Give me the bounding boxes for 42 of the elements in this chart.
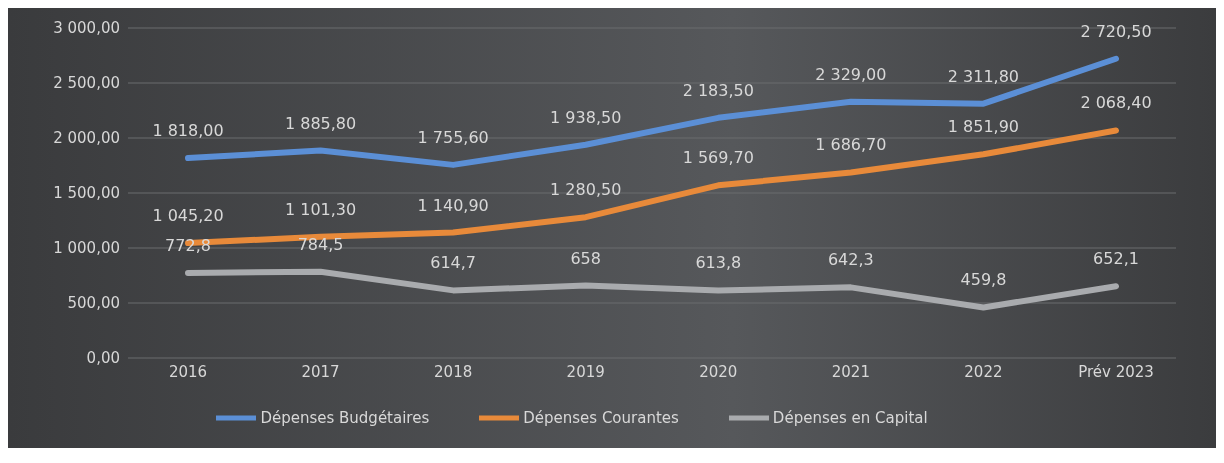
x-tick-label: 2017 xyxy=(301,362,340,381)
data-label: 1 818,00 xyxy=(152,121,224,141)
y-tick-label: 3 000,00 xyxy=(53,19,120,38)
y-tick-label: 2 500,00 xyxy=(53,74,120,93)
data-label: 784,5 xyxy=(297,234,344,254)
y-tick-label: 0,00 xyxy=(86,349,120,368)
data-label: 2 183,50 xyxy=(682,80,754,100)
x-tick-label: Prév 2023 xyxy=(1078,362,1154,381)
x-tick-label: 2020 xyxy=(699,362,738,381)
data-label: 1 045,20 xyxy=(152,206,224,226)
data-label: 1 885,80 xyxy=(284,113,357,133)
data-label: 1 280,50 xyxy=(550,180,622,200)
data-label: 2 311,80 xyxy=(947,66,1020,86)
data-label: 642,3 xyxy=(827,250,874,270)
legend-label: Dépenses en Capital xyxy=(772,408,928,427)
x-tick-label: 2022 xyxy=(964,362,1003,381)
data-label: 2 720,50 xyxy=(1080,21,1152,41)
data-label: 1 938,50 xyxy=(550,107,622,127)
x-tick-label: 2016 xyxy=(168,362,208,381)
data-label: 1 140,90 xyxy=(417,195,489,215)
data-label: 613,8 xyxy=(695,253,742,273)
y-tick-label: 1 000,00 xyxy=(53,239,120,258)
y-tick-label: 500,00 xyxy=(67,294,120,313)
x-tick-label: 2019 xyxy=(566,362,605,381)
data-label: 2 329,00 xyxy=(815,64,887,84)
legend-label: Dépenses Budgétaires xyxy=(260,408,430,427)
data-label: 1 101,30 xyxy=(284,199,357,219)
y-tick-label: 1 500,00 xyxy=(53,184,120,203)
x-tick-label: 2018 xyxy=(434,362,473,381)
data-label: 772,8 xyxy=(165,235,211,255)
data-label: 658 xyxy=(570,248,601,268)
data-label: 1 686,70 xyxy=(815,135,887,155)
data-label: 652,1 xyxy=(1093,249,1139,269)
data-label: 1 851,90 xyxy=(947,117,1020,137)
data-label: 1 569,70 xyxy=(682,148,754,168)
legend-label: Dépenses Courantes xyxy=(523,408,679,427)
data-label: 1 755,60 xyxy=(417,127,489,147)
data-label: 2 068,40 xyxy=(1080,93,1152,113)
data-label: 459,8 xyxy=(960,270,1007,290)
x-tick-label: 2021 xyxy=(831,362,870,381)
data-label: 614,7 xyxy=(430,253,477,273)
y-tick-label: 2 000,00 xyxy=(53,129,120,148)
